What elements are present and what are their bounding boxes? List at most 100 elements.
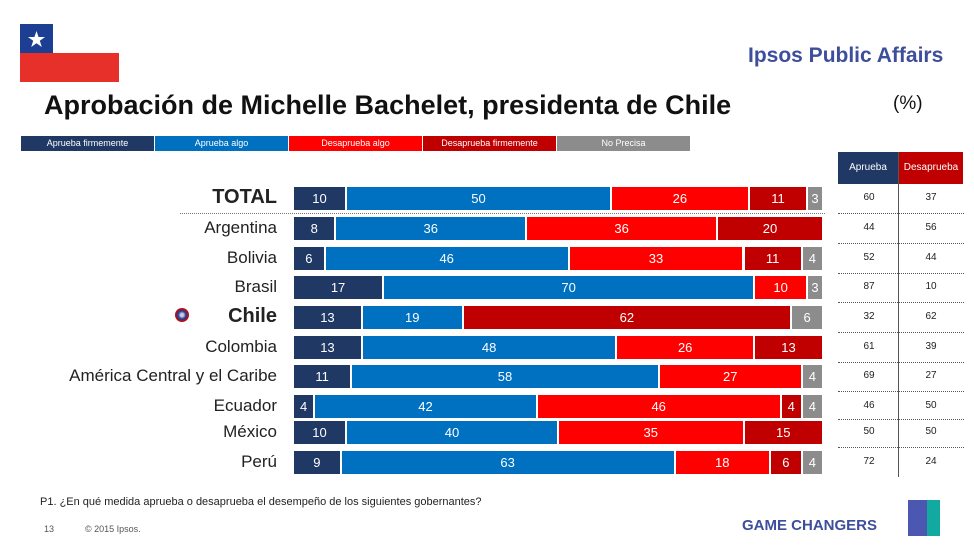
bar-segment: 10 [294, 421, 347, 444]
bar-segment: 4 [802, 365, 824, 388]
bar-segment: 15 [744, 421, 824, 444]
bar-segment: 8 [294, 217, 337, 240]
table-cell-aprueba: 61 [863, 341, 875, 352]
table-cell-aprueba: 52 [863, 252, 875, 263]
bar-segment: 18 [675, 451, 771, 474]
tagline: GAME CHANGERS [742, 517, 878, 534]
bar-segment: 17 [294, 276, 385, 299]
bar-segment: 4 [802, 395, 824, 418]
table-row-divider [838, 302, 964, 303]
bar-segment: 48 [362, 336, 618, 359]
table-row-divider [838, 447, 964, 448]
bar-segment: 4 [781, 395, 803, 418]
bar-segment: 35 [559, 421, 745, 444]
bar-segment: 6 [294, 247, 326, 270]
bar-segment: 19 [362, 306, 464, 329]
table-row-divider [838, 361, 964, 363]
category-label: TOTAL [212, 186, 277, 208]
bar-segment: 40 [347, 421, 559, 444]
bar-segment: 11 [294, 365, 353, 388]
category-label: Perú [241, 452, 277, 471]
page-number: 13 [44, 524, 55, 534]
bar-segment: 13 [294, 306, 363, 329]
table-cell-desaprueba: 50 [925, 400, 937, 411]
bar-segment: 4 [802, 451, 824, 474]
bar-segment: 4 [294, 395, 316, 418]
table-cell-desaprueba: 39 [925, 341, 937, 352]
ipsos-logo [908, 500, 940, 536]
bar-segment: 33 [569, 247, 745, 270]
table-cell-desaprueba: 62 [925, 311, 937, 322]
chile-flag-icon [20, 24, 119, 82]
legend-item: Desaprueba algo [289, 136, 422, 151]
category-label: Ecuador [213, 396, 277, 415]
bar-segment: 42 [315, 395, 538, 418]
bar-segment: 46 [325, 247, 570, 270]
bar-segment: 13 [755, 336, 824, 359]
table-row-divider [838, 332, 964, 333]
bar-segment: 11 [749, 187, 809, 210]
bar-segment: 70 [384, 276, 756, 299]
bar-segment: 36 [336, 217, 528, 240]
table-cell-desaprueba: 24 [925, 456, 937, 467]
table-cell-aprueba: 60 [863, 192, 875, 203]
table-cell-desaprueba: 56 [925, 222, 937, 233]
table-header-desaprueba: Desaprueba [899, 152, 963, 184]
total-separator [180, 213, 825, 214]
category-label: Brasil [234, 277, 277, 296]
bar-segment: 62 [463, 306, 793, 329]
table-cell-aprueba: 32 [863, 311, 875, 322]
bar-segment: 10 [755, 276, 809, 299]
table-header-aprueba: Aprueba [838, 152, 898, 184]
table-row-divider [838, 272, 964, 274]
table-cell-aprueba: 69 [863, 370, 875, 381]
category-label: Bolivia [226, 248, 277, 267]
table-row-divider [838, 243, 964, 244]
category-label: México [223, 422, 277, 441]
table-cell-desaprueba: 37 [925, 192, 937, 203]
category-label: Colombia [205, 337, 277, 356]
bar-segment: 11 [744, 247, 803, 270]
category-label: América Central y el Caribe [69, 366, 277, 385]
table-cell-desaprueba: 10 [925, 281, 937, 292]
legend-item: Aprueba firmemente [21, 136, 154, 151]
table-cell-aprueba: 50 [863, 426, 875, 437]
copyright: © 2015 Ipsos. [85, 524, 141, 534]
table-cell-aprueba: 87 [863, 281, 875, 292]
bar-segment: 26 [612, 187, 750, 210]
bar-segment: 58 [352, 365, 660, 388]
table-cell-desaprueba: 27 [925, 370, 937, 381]
legend-item: Aprueba algo [155, 136, 288, 151]
table-row-divider [838, 213, 964, 214]
legend-item: Desaprueba firmemente [423, 136, 556, 151]
bar-segment: 26 [617, 336, 756, 359]
table-cell-aprueba: 46 [863, 400, 875, 411]
page-title: Aprobación de Michelle Bachelet, preside… [44, 90, 732, 120]
category-label: Argentina [204, 218, 277, 237]
bar-segment: 27 [659, 365, 803, 388]
table-cell-aprueba: 44 [863, 222, 875, 233]
table-row-divider [838, 419, 964, 420]
bar-segment: 50 [347, 187, 612, 210]
table-cell-aprueba: 72 [863, 456, 875, 467]
table-row-divider [838, 391, 964, 392]
bar-segment: 13 [294, 336, 363, 359]
bar-segment: 63 [341, 451, 676, 474]
bar-segment: 3 [808, 276, 824, 299]
bar-segment: 9 [294, 451, 342, 474]
chile-marker-icon [175, 308, 189, 322]
table-cell-desaprueba: 50 [925, 426, 937, 437]
category-label: Chile [228, 305, 277, 327]
bar-segment: 20 [718, 217, 824, 240]
unit-label: (%) [893, 93, 923, 114]
table-divider [898, 152, 899, 477]
brand-name: Ipsos Public Affairs [748, 44, 944, 67]
table-cell-desaprueba: 44 [925, 252, 937, 263]
bar-segment: 3 [808, 187, 824, 210]
bar-segment: 46 [537, 395, 782, 418]
bar-segment: 6 [792, 306, 824, 329]
bar-segment: 6 [771, 451, 803, 474]
bar-segment: 10 [294, 187, 347, 210]
legend: Aprueba firmemente Aprueba algo Desaprueba… [21, 136, 691, 151]
legend-item: No Precisa [557, 136, 690, 151]
